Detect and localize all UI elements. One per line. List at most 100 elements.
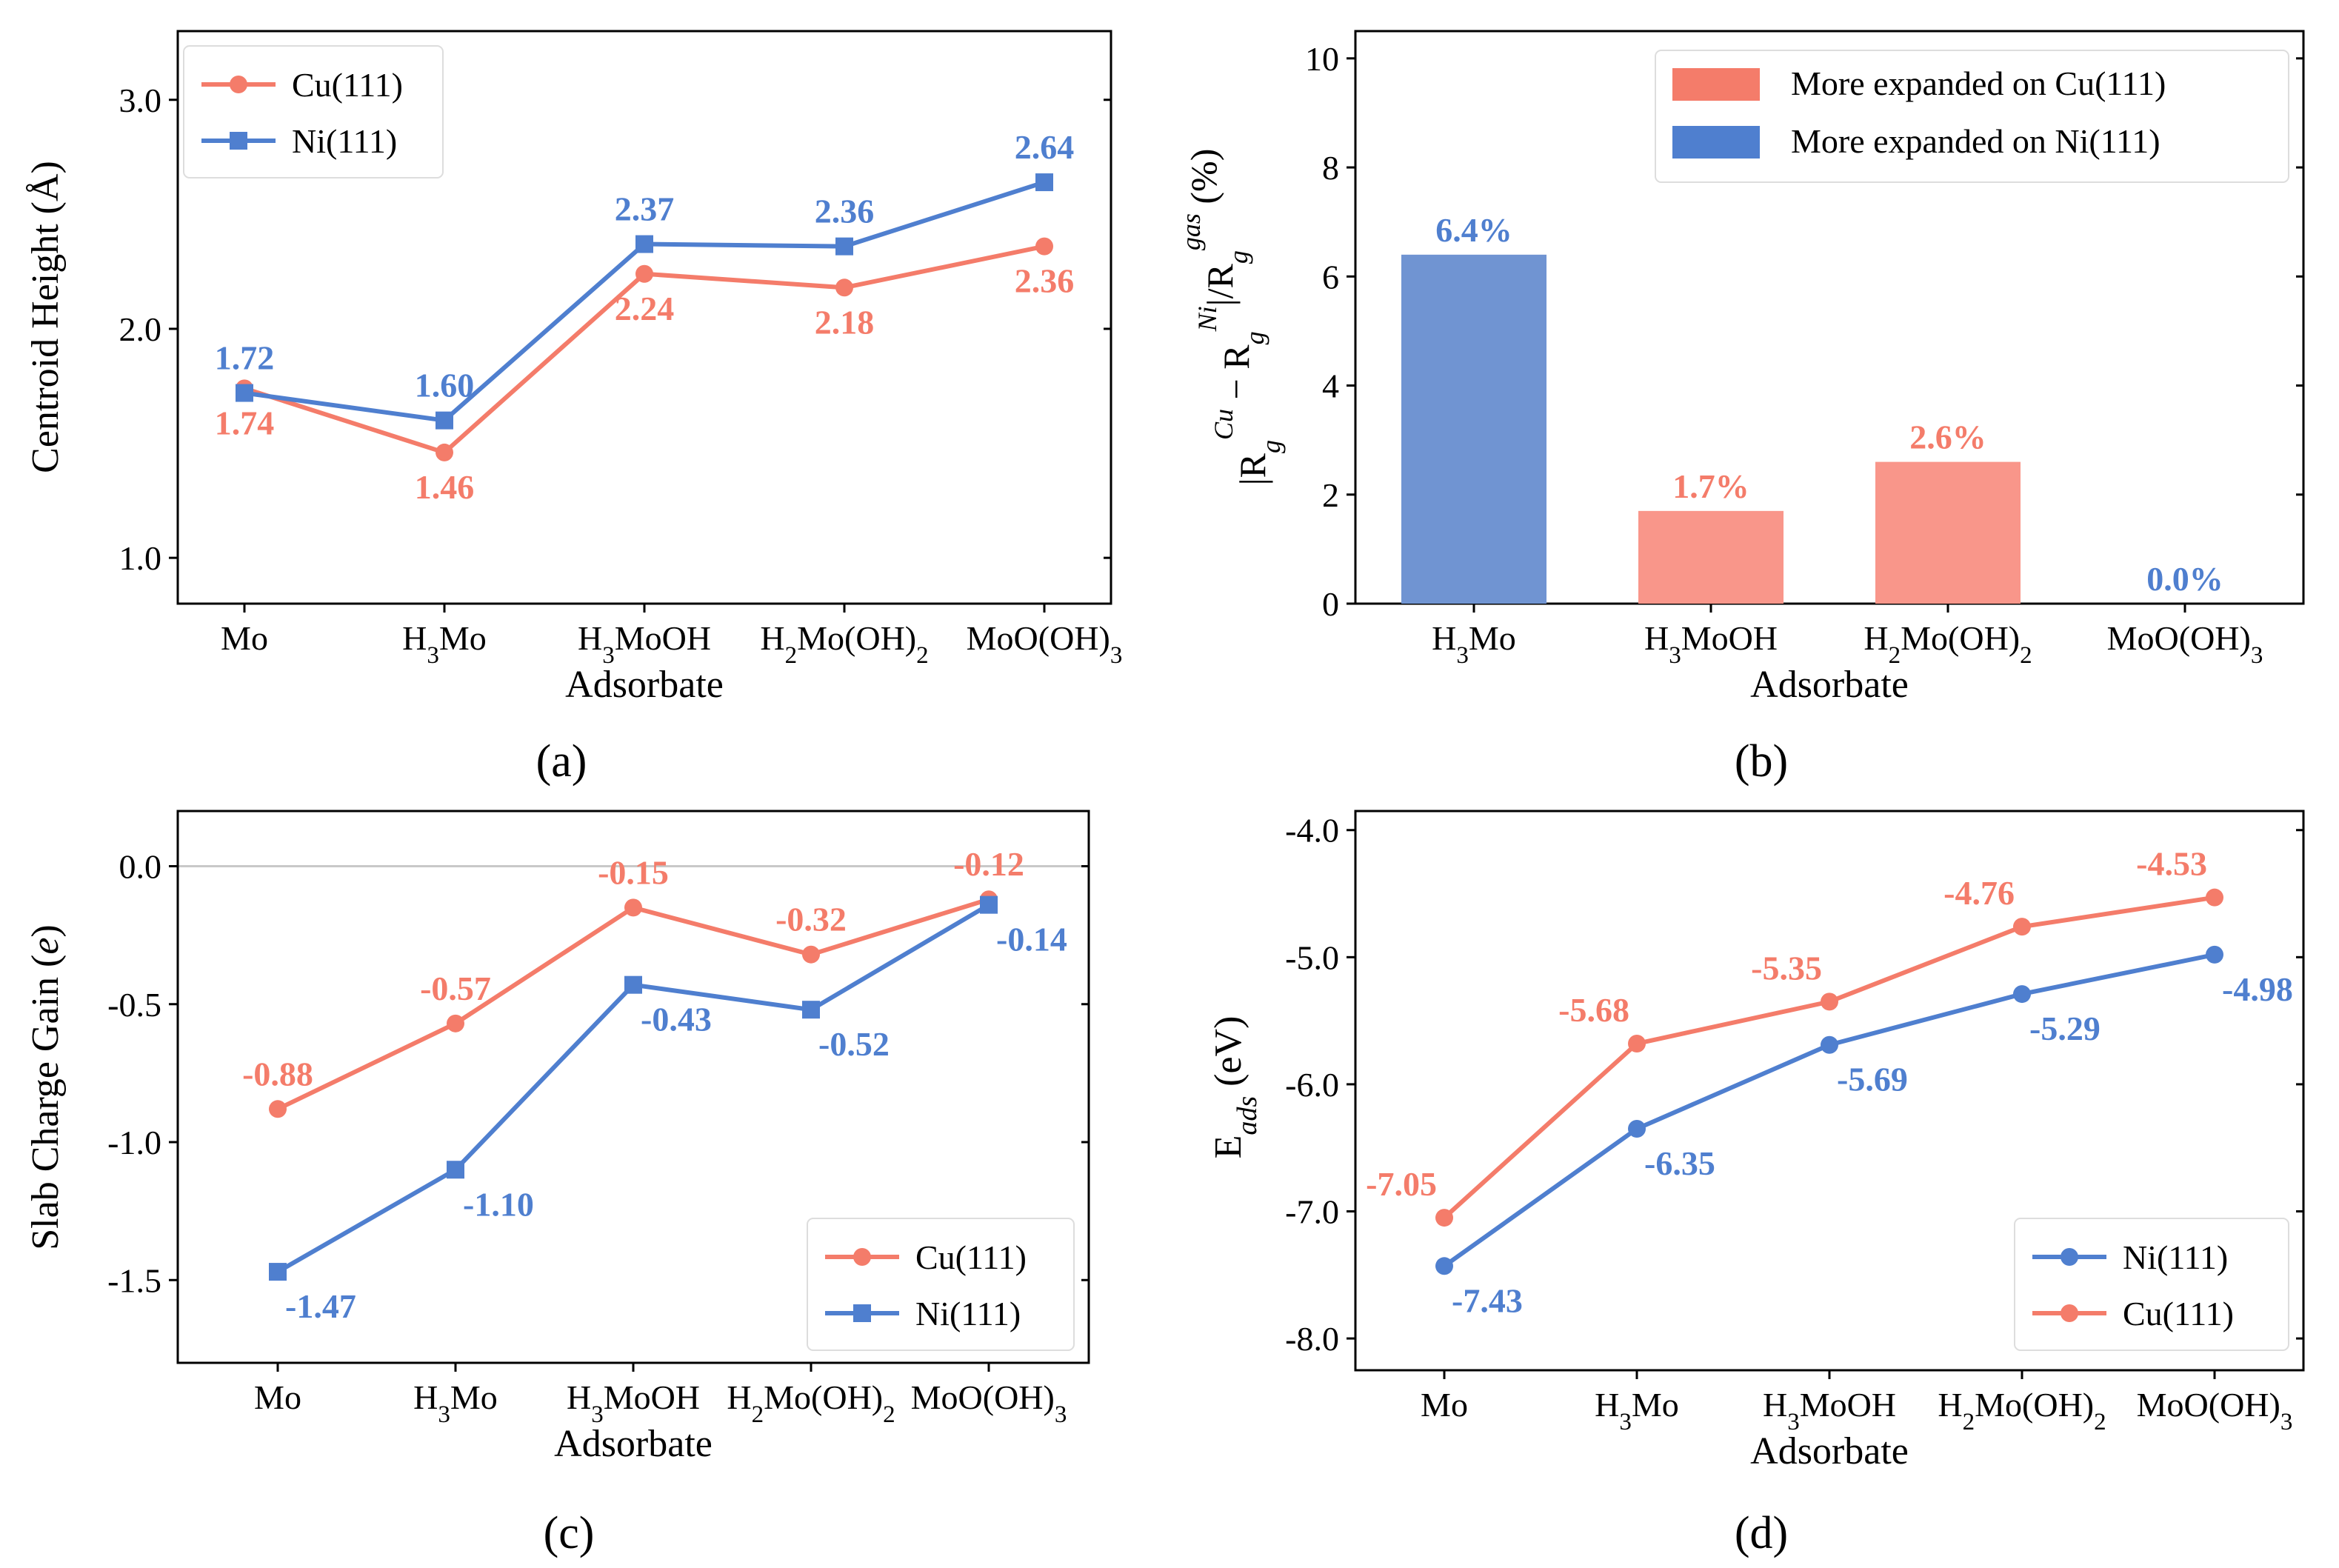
bar-h3mo (1401, 254, 1546, 604)
legend-swatch-more-expanded-on-cu-111 (1672, 68, 1760, 101)
series-line-cu-111 (1442, 895, 2215, 1220)
legend-marker-ni-111 (230, 132, 247, 150)
data-label-ni-111-0: -1.47 (285, 1287, 356, 1325)
legend-box (807, 1218, 1075, 1351)
y-tick-label: -4.0 (1285, 812, 1339, 850)
marker-ni-111-1 (447, 1161, 464, 1179)
marker-cu-111-1 (436, 443, 453, 461)
marker-cu-111-3 (802, 945, 820, 964)
legend-label-cu-111: Cu(111) (292, 66, 403, 104)
legend-label-cu-111: Cu(111) (915, 1238, 1027, 1276)
x-tick-label-h2mo-oh-2: H2Mo(OH)2 (727, 1378, 895, 1428)
x-tick-label-mo: Mo (254, 1378, 301, 1416)
data-label-cu-111-1: -5.68 (1558, 991, 1629, 1029)
data-label-ni-111-3: -0.52 (818, 1025, 890, 1063)
chart-d: -8.0 -7.0 -6.0 -5.0 -4.0 Mo H3Mo H3MoOH H2Mo(OH)… (1207, 810, 2305, 1472)
marker-cu-111-2 (624, 898, 642, 917)
data-label-ni-111-2: -5.69 (1837, 1061, 1908, 1098)
legend-label-ni-111: Ni(111) (915, 1295, 1021, 1332)
data-label-ni-111-1: 1.60 (415, 367, 475, 404)
data-label-cu-111-4: -0.12 (953, 845, 1024, 883)
x-tick-label-h3mo: H3Mo (1595, 1386, 1679, 1435)
marker-ni-111-3 (2013, 985, 2031, 1004)
y-tick-label: -5.0 (1285, 938, 1339, 976)
x-axis-title: Adsorbate (554, 1423, 713, 1465)
y-tick-label: 6 (1322, 258, 1339, 296)
x-tick-label-h2mo-oh-2: H2Mo(OH)2 (760, 619, 928, 669)
marker-cu-111-2 (635, 264, 653, 283)
data-label-ni-111-4: -4.98 (2222, 970, 2293, 1008)
marker-ni-111-1 (1628, 1119, 1646, 1138)
chart-b: 0 2 4 6 8 10 H3Mo H3MoOH H2Mo(OH)2 MoO(OH)3 Adsorb… (1176, 30, 2305, 706)
x-tick-label-h3mo: H3Mo (413, 1378, 498, 1428)
marker-cu-111-2 (1821, 992, 1838, 1011)
x-axis-title: Adsorbate (1750, 1430, 1909, 1472)
series-line-ni-111 (276, 903, 990, 1274)
y-axis-title: Eads (eV) (1207, 1016, 1263, 1159)
legend: Cu(111) Ni(111) (807, 1218, 1075, 1351)
data-label-ni-111-2: 2.37 (615, 190, 675, 228)
legend-marker-ni-111 (2061, 1248, 2078, 1266)
x-tick-label-h3mooh: H3MoOH (1763, 1386, 1896, 1435)
data-label-cu-111-4: -4.53 (2136, 845, 2207, 883)
marker-ni-111-2 (1821, 1035, 1838, 1054)
data-label-cu-111-2: 2.24 (615, 290, 675, 327)
marker-ni-111-0 (269, 1263, 287, 1281)
x-axis-title: Adsorbate (565, 664, 724, 706)
x-axis-title: Adsorbate (1750, 664, 1909, 706)
y-tick-label: 10 (1305, 40, 1339, 78)
legend-label-ni-111: Ni(111) (2123, 1238, 2228, 1276)
legend-label-more-expanded-on-ni-111: More expanded on Ni(111) (1791, 122, 2161, 160)
x-tick-label-h2mo-oh-2: H2Mo(OH)2 (1863, 619, 2032, 669)
x-tick-label-h3mo: H3Mo (1432, 619, 1516, 669)
bar-value-label-h3mo: 6.4% (1435, 211, 1512, 249)
legend-label-cu-111: Cu(111) (2123, 1295, 2234, 1332)
marker-ni-111-3 (802, 1001, 820, 1019)
y-tick-label: 4 (1322, 367, 1339, 405)
y-tick-label: 2 (1322, 476, 1339, 514)
marker-ni-111-0 (236, 384, 253, 402)
x-tick-label-moo-oh-3: MoO(OH)3 (967, 619, 1123, 669)
x-tick-label-mo: Mo (221, 619, 268, 657)
x-tick-label-moo-oh-3: MoO(OH)3 (2107, 619, 2263, 669)
marker-cu-111-0 (269, 1100, 287, 1118)
data-label-ni-111-4: 2.64 (1015, 128, 1075, 166)
bar-h2mo-oh-2 (1875, 461, 2021, 604)
y-tick-label: -8.0 (1285, 1320, 1339, 1358)
marker-ni-111-1 (436, 411, 453, 430)
y-axis-title: Slab Charge Gain (e) (24, 924, 67, 1250)
x-tick-label-h2mo-oh-2: H2Mo(OH)2 (1938, 1386, 2106, 1435)
marker-cu-111-0 (1435, 1209, 1453, 1227)
data-label-ni-111-3: -5.29 (2029, 1010, 2101, 1047)
x-tick-label-h3mo: H3Mo (402, 619, 487, 669)
bar-value-label-moo-oh-3: 0.0% (2146, 560, 2223, 598)
marker-cu-111-3 (835, 278, 853, 297)
data-label-ni-111-1: -6.35 (1644, 1144, 1715, 1182)
data-label-ni-111-2: -0.43 (641, 1001, 712, 1038)
data-label-cu-111-3: 2.18 (815, 303, 875, 341)
bar-value-label-h2mo-oh-2: 2.6% (1909, 418, 1986, 456)
panel-label-d: (d) (1735, 1508, 1788, 1558)
panel-label-c: (c) (544, 1508, 595, 1558)
data-label-ni-111-0: -7.43 (1452, 1281, 1523, 1319)
marker-ni-111-4 (2206, 945, 2223, 964)
marker-cu-111-1 (1628, 1035, 1646, 1053)
x-tick-label-moo-oh-3: MoO(OH)3 (2137, 1386, 2293, 1435)
y-tick-label: 0.0 (119, 848, 162, 886)
y-tick-label: 2.0 (119, 310, 162, 348)
legend-box (1655, 50, 2289, 183)
data-label-cu-111-2: -5.35 (1751, 949, 1822, 987)
data-label-cu-111-1: -0.57 (420, 970, 491, 1007)
legend-marker-cu-111 (230, 76, 247, 93)
marker-cu-111-4 (2206, 888, 2223, 907)
y-tick-label: 8 (1322, 149, 1339, 187)
marker-cu-111-1 (447, 1014, 464, 1032)
bar-value-label-h3mooh: 1.7% (1672, 467, 1749, 505)
data-label-cu-111-2: -0.15 (598, 853, 669, 891)
legend-swatch-more-expanded-on-ni-111 (1672, 126, 1760, 159)
legend-marker-cu-111 (853, 1248, 871, 1266)
x-tick-label-moo-oh-3: MoO(OH)3 (911, 1378, 1067, 1428)
marker-ni-111-3 (835, 237, 853, 256)
data-label-ni-111-3: 2.36 (815, 193, 875, 230)
